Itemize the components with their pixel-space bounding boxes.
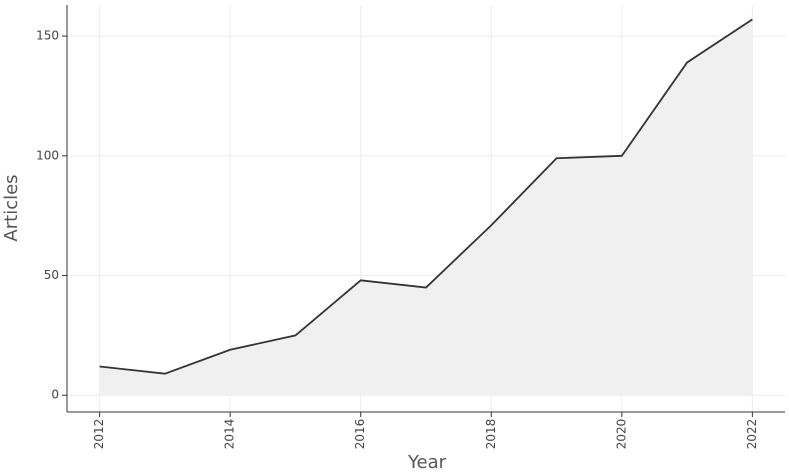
y-tick-label: 0	[51, 388, 59, 402]
y-tick-label: 50	[44, 268, 59, 282]
y-axis-title: Articles	[1, 174, 22, 241]
x-axis-title: Year	[407, 452, 447, 473]
line	[99, 18, 753, 375]
x-tick-label: 2020	[614, 419, 628, 450]
y-tick-label: 150	[36, 29, 59, 43]
x-tick-label: 2014	[223, 419, 237, 450]
x-tick-label: 2016	[353, 419, 367, 450]
x-tick-label: 2012	[92, 419, 106, 450]
x-tick-label: 2018	[484, 419, 498, 450]
y-tick-label: 100	[36, 148, 59, 162]
x-tick-label: 2022	[745, 419, 759, 450]
area	[99, 19, 753, 396]
